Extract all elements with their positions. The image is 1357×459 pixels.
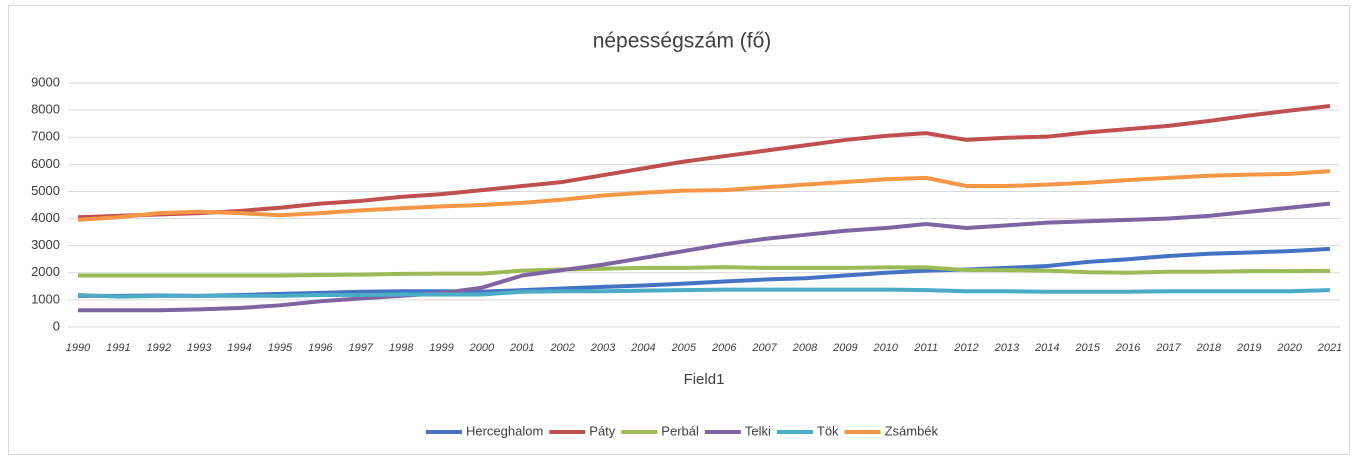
- x-tick-label: 1995: [268, 342, 293, 354]
- x-tick-label: 2015: [1074, 342, 1100, 354]
- legend-label: Zsámbék: [885, 423, 939, 438]
- legend-label: Herceghalom: [466, 423, 543, 438]
- x-tick-label: 2007: [751, 342, 777, 354]
- line-series: [77, 287, 1331, 299]
- x-tick-label: 1999: [429, 342, 453, 354]
- y-tick-label: 7000: [31, 129, 60, 144]
- x-tick-label: 1993: [187, 342, 212, 354]
- y-tick-label: 4000: [31, 210, 60, 225]
- x-tick-label: 2005: [671, 342, 697, 354]
- x-tick-label: 2020: [1276, 342, 1302, 354]
- x-tick-label: 2000: [469, 342, 495, 354]
- x-tick-label: 2010: [872, 342, 898, 354]
- x-tick-label: 1997: [348, 342, 373, 354]
- line-series: [77, 169, 1331, 222]
- x-tick-label: 2008: [792, 342, 818, 354]
- line-series: [78, 201, 1331, 313]
- legend-label: Perbál: [661, 423, 699, 438]
- x-tick-label: 2001: [509, 342, 534, 354]
- x-tick-label: 2003: [590, 342, 616, 354]
- x-tick-label: 1994: [227, 342, 251, 354]
- chart-border: [8, 5, 1350, 455]
- x-tick-label: 2013: [994, 342, 1020, 354]
- y-tick-label: 1000: [31, 291, 60, 306]
- legend-label: Telki: [745, 423, 771, 438]
- y-tick-label: 2000: [31, 264, 60, 279]
- legend-label: Tök: [817, 423, 839, 438]
- x-tick-label: 1991: [106, 342, 130, 354]
- line-series: [78, 265, 1331, 278]
- y-tick-label: 8000: [31, 102, 60, 117]
- x-tick-label: 1996: [308, 342, 333, 354]
- x-tick-label: 1990: [66, 342, 91, 354]
- chart-title: népességszám (fő): [593, 30, 772, 53]
- y-tick-label: 0: [53, 318, 60, 333]
- x-tick-label: 2016: [1115, 342, 1141, 354]
- x-tick-label: 2012: [953, 342, 978, 354]
- y-tick-label: 5000: [31, 183, 60, 198]
- x-tick-label: 2009: [832, 342, 857, 354]
- y-tick-label: 9000: [31, 74, 60, 89]
- y-tick-label: 6000: [31, 156, 60, 171]
- x-tick-label: 2021: [1317, 342, 1342, 354]
- x-tick-label: 1998: [389, 342, 414, 354]
- x-tick-label: 2018: [1196, 342, 1222, 354]
- legend-label: Páty: [589, 423, 616, 438]
- x-tick-label: 2004: [630, 342, 655, 354]
- x-tick-label: 2019: [1236, 342, 1261, 354]
- x-tick-label: 1992: [147, 342, 171, 354]
- x-tick-label: 2002: [549, 342, 574, 354]
- x-tick-label: 2006: [711, 342, 737, 354]
- x-tick-label: 2011: [913, 342, 938, 354]
- line-series: [77, 104, 1331, 220]
- y-tick-label: 3000: [31, 237, 60, 252]
- x-tick-label: 2017: [1155, 342, 1181, 354]
- x-axis-title: Field1: [684, 371, 725, 388]
- x-tick-label: 2014: [1034, 342, 1059, 354]
